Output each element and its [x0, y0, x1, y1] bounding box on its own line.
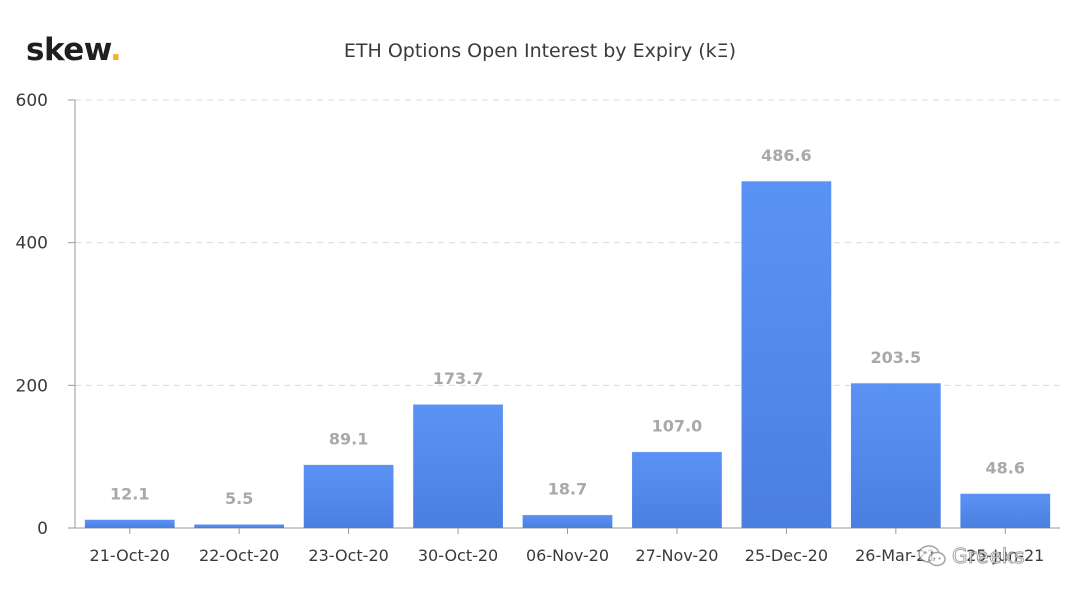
- bar: [522, 514, 613, 528]
- data-label: 173.7: [433, 369, 484, 388]
- y-tick-label: 600: [16, 91, 48, 111]
- y-tick-label: 0: [37, 519, 48, 539]
- x-tick-label: 30-Oct-20: [418, 546, 498, 565]
- data-label: 5.5: [225, 489, 253, 508]
- brand-dot: .: [109, 32, 122, 68]
- x-tick-label: 06-Nov-20: [526, 546, 609, 565]
- data-label: 486.6: [761, 146, 812, 165]
- data-label: 12.1: [110, 484, 149, 503]
- x-tick-label: 23-Oct-20: [308, 546, 388, 565]
- bar: [413, 404, 503, 528]
- x-tick-label: 26-Mar-21: [855, 546, 936, 565]
- bar: [960, 493, 1051, 528]
- y-tick-label: 200: [16, 376, 48, 396]
- chart-title: ETH Options Open Interest by Expiry (kΞ): [343, 40, 737, 62]
- bar: [850, 382, 941, 528]
- data-label: 89.1: [329, 429, 368, 448]
- y-tick-label: 400: [16, 234, 48, 254]
- x-tick-label: 25-Jun-21: [966, 546, 1044, 565]
- bar: [84, 519, 175, 528]
- brand-logo: skew.: [26, 30, 122, 70]
- x-tick-label: 22-Oct-20: [199, 546, 279, 565]
- x-tick-label: 25-Dec-20: [745, 546, 828, 565]
- data-label: 107.0: [652, 417, 703, 436]
- brand-name: skew: [26, 32, 110, 68]
- bar: [303, 464, 394, 528]
- bar: [632, 451, 722, 528]
- x-tick-label: 27-Nov-20: [635, 546, 718, 565]
- data-label: 18.7: [548, 480, 587, 499]
- x-tick-label: 21-Oct-20: [90, 546, 170, 565]
- bar: [194, 524, 285, 528]
- data-label: 48.6: [986, 458, 1025, 477]
- data-label: 203.5: [871, 348, 922, 367]
- bar: [741, 180, 832, 528]
